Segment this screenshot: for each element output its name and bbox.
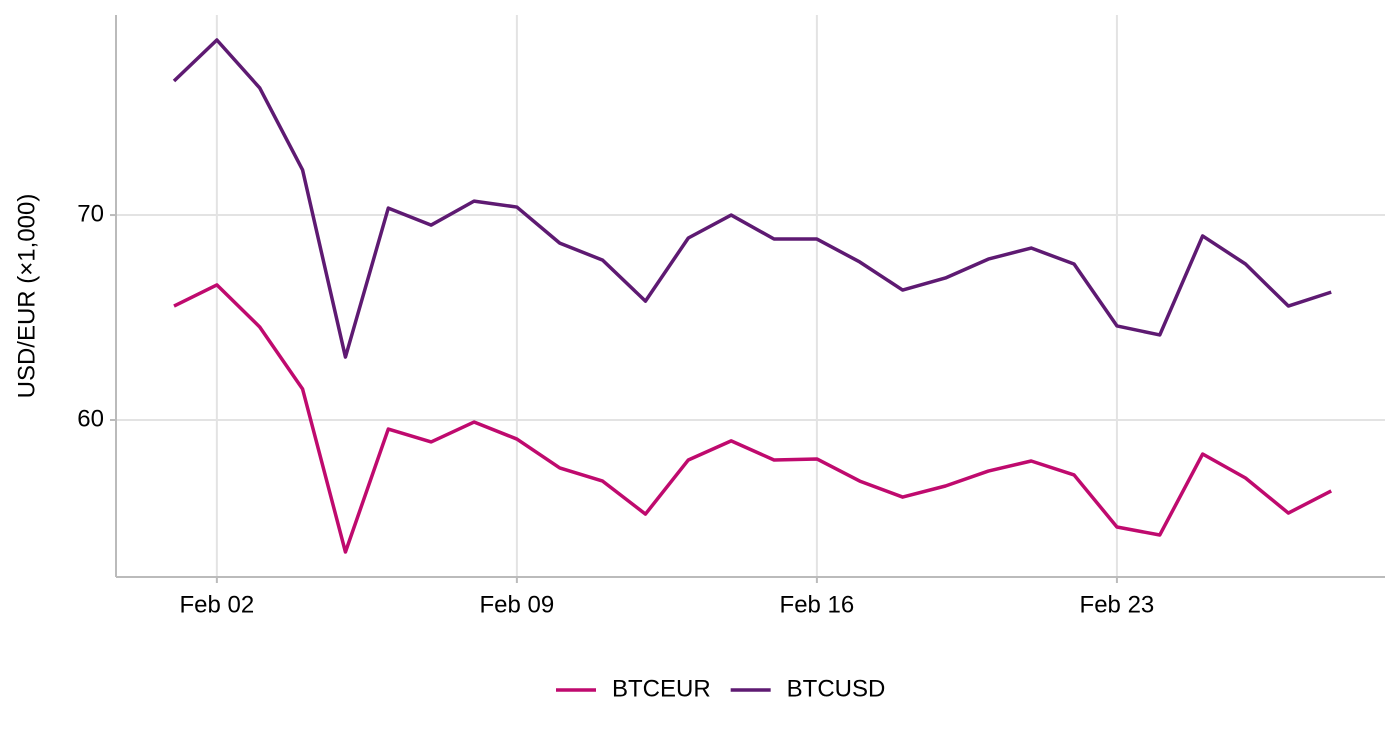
legend-label: BTCEUR <box>612 675 711 702</box>
y-tick-label: 60 <box>77 405 104 432</box>
x-tick-label: Feb 09 <box>480 591 555 618</box>
legend-label: BTCUSD <box>787 675 886 702</box>
x-tick-label: Feb 16 <box>780 591 855 618</box>
x-tick-label: Feb 23 <box>1080 591 1155 618</box>
y-axis-label: USD/EUR (×1,000) <box>13 194 40 399</box>
line <box>173 283 1333 554</box>
line <box>172 38 1332 359</box>
x-tick-label: Feb 02 <box>180 591 255 618</box>
y-tick-label: 70 <box>77 200 104 227</box>
